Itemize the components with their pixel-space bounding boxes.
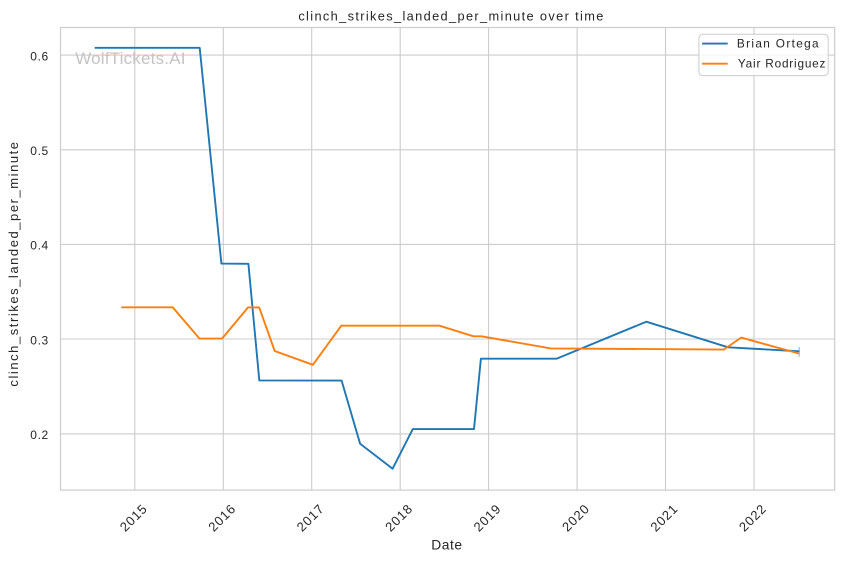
svg-text:Brian Ortega: Brian Ortega xyxy=(737,37,820,51)
svg-text:clinch_strikes_landed_per_minu: clinch_strikes_landed_per_minute over ti… xyxy=(298,8,604,23)
svg-text:0.4: 0.4 xyxy=(30,239,49,253)
svg-text:Yair Rodriguez: Yair Rodriguez xyxy=(738,57,826,71)
svg-text:0.3: 0.3 xyxy=(30,333,49,347)
svg-text:clinch_strikes_landed_per_minu: clinch_strikes_landed_per_minute xyxy=(6,140,21,386)
svg-text:0.6: 0.6 xyxy=(30,49,49,63)
svg-text:WolfTickets.AI: WolfTickets.AI xyxy=(75,49,186,68)
svg-text:Date: Date xyxy=(431,537,462,552)
svg-text:0.2: 0.2 xyxy=(30,428,49,442)
svg-text:0.5: 0.5 xyxy=(30,144,49,158)
